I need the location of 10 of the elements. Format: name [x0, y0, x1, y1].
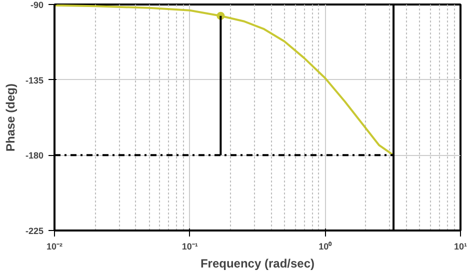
y-tick-label: -180: [25, 150, 44, 161]
x-tick-label: 10⁻¹: [182, 242, 198, 252]
y-tick-label: -135: [25, 75, 44, 86]
y-tick-label: -90: [30, 0, 44, 10]
x-tick-label: 10¹: [454, 242, 468, 252]
x-tick-label: 10⁰: [318, 242, 333, 252]
y-tick-label: -225: [25, 226, 44, 236]
x-axis-title: Frequency (rad/sec): [200, 256, 315, 270]
y-axis-title: Phase (deg): [3, 83, 18, 152]
x-tick-label: 10⁻²: [46, 242, 63, 252]
